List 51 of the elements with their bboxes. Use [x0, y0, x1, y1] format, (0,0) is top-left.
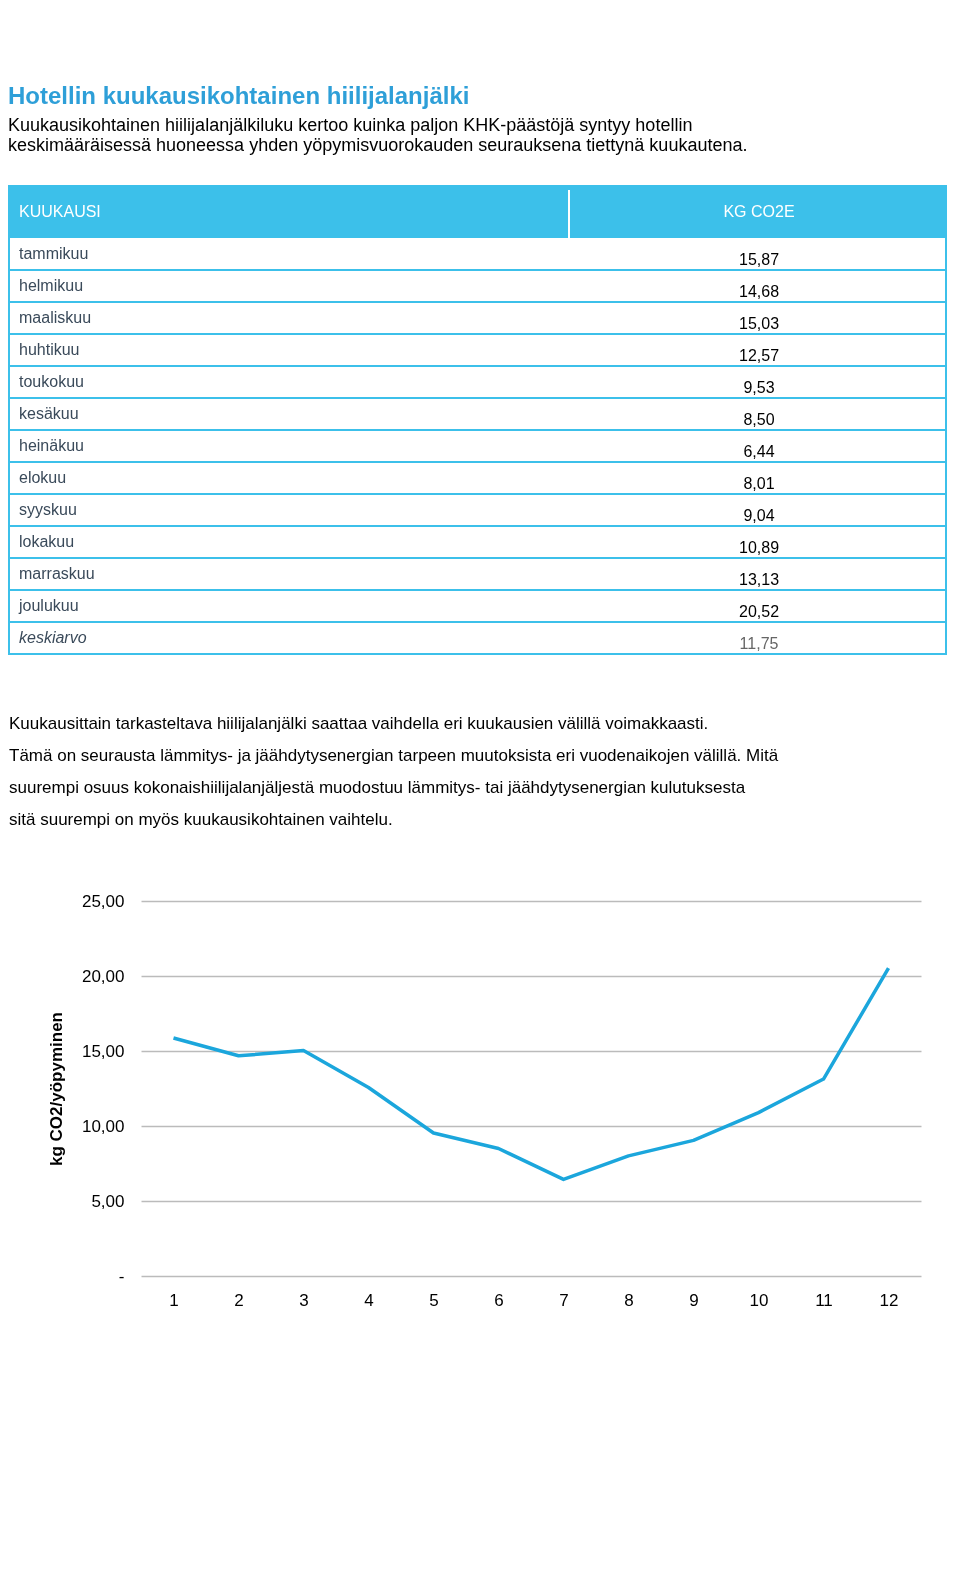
text: 12,57: [738, 347, 780, 364]
text: 6,44: [743, 443, 775, 460]
y-tick-label: 10,00: [81, 1116, 125, 1136]
text: 14,68: [738, 283, 780, 300]
x-tick-label: 9: [689, 1290, 699, 1310]
text: Kuukausikohtainen hiilijalanjälkiluku kertoo kuinka paljon KHK-päästöjä syntyy hotellin keskimääräisessä huoneessa yhden yöpymisvuorokauden seurauksena tiettynä kuukautena.: [8, 115, 748, 155]
y-axis-title: kg CO2/yöpyminen: [46, 1012, 66, 1166]
text: KG CO2E: [723, 203, 795, 220]
category-label: toukokuu: [19, 373, 84, 390]
category-label: joulukuu: [18, 597, 79, 614]
category-label: heinäkuu: [19, 437, 84, 454]
x-tick-label: 4: [364, 1290, 374, 1310]
category-label: maaliskuu: [19, 309, 92, 326]
x-tick-label: 10: [749, 1290, 769, 1310]
y-tick-label: 15,00: [81, 1041, 125, 1061]
x-tick-label: 5: [429, 1290, 439, 1310]
category-label: keskiarvo: [19, 629, 87, 646]
text: 9,04: [743, 507, 775, 524]
x-tick-label: 6: [494, 1290, 504, 1310]
text: Hotellin kuukausikohtainen hiilijalanjälki: [8, 82, 470, 109]
x-tick-label: 12: [879, 1290, 899, 1310]
line-series: [171, 966, 891, 1182]
x-tick-label: 11: [815, 1290, 833, 1310]
text: 15,03: [738, 315, 780, 332]
y-tick-label: 20,00: [81, 966, 125, 986]
category-label: huhtikuu: [19, 341, 80, 358]
text: 20,52: [738, 603, 780, 620]
x-tick-label: 8: [624, 1290, 634, 1310]
y-tick-label: 5,00: [91, 1191, 125, 1211]
x-tick-label: 3: [299, 1290, 309, 1310]
category-label: elokuu: [19, 469, 67, 486]
x-tick-label: 7: [559, 1290, 569, 1310]
category-label: syyskuu: [19, 501, 77, 518]
text: 15,87: [738, 251, 780, 268]
category-label: marraskuu: [19, 565, 95, 582]
text: 11,75: [739, 635, 779, 652]
category-label: lokakuu: [19, 533, 75, 550]
category-label: kesäkuu: [19, 405, 79, 422]
text: 8,50: [743, 411, 775, 428]
text: 10,89: [738, 539, 780, 556]
text: 8,01: [743, 475, 775, 492]
text: 13,13: [738, 571, 780, 588]
text: 9,53: [743, 379, 775, 396]
y-tick-label: -: [118, 1266, 125, 1286]
x-tick-label: 2: [234, 1290, 244, 1310]
y-tick-label: 25,00: [81, 891, 125, 911]
text: Kuukausittain tarkasteltava hiilijalanjälki saattaa vaihdella eri kuukausien välillä voimakkaasti. Tämä on seurausta lämmitys- ja jäähdytysenergian tarpeen muutoksista eri vuodenaikojen välillä. Mitä suurempi osuus kokonaishiilijalanjäljestä muodostuu lämmitys- tai jäähdytysenergian kulutuksesta sitä suurempi on myös kuukausikohtainen vaihtelu.: [9, 714, 779, 829]
text: KUUKAUSI: [19, 203, 101, 220]
category-label: tammikuu: [19, 245, 89, 262]
category-label: helmikuu: [19, 277, 84, 294]
x-tick-label: 1: [169, 1290, 179, 1310]
